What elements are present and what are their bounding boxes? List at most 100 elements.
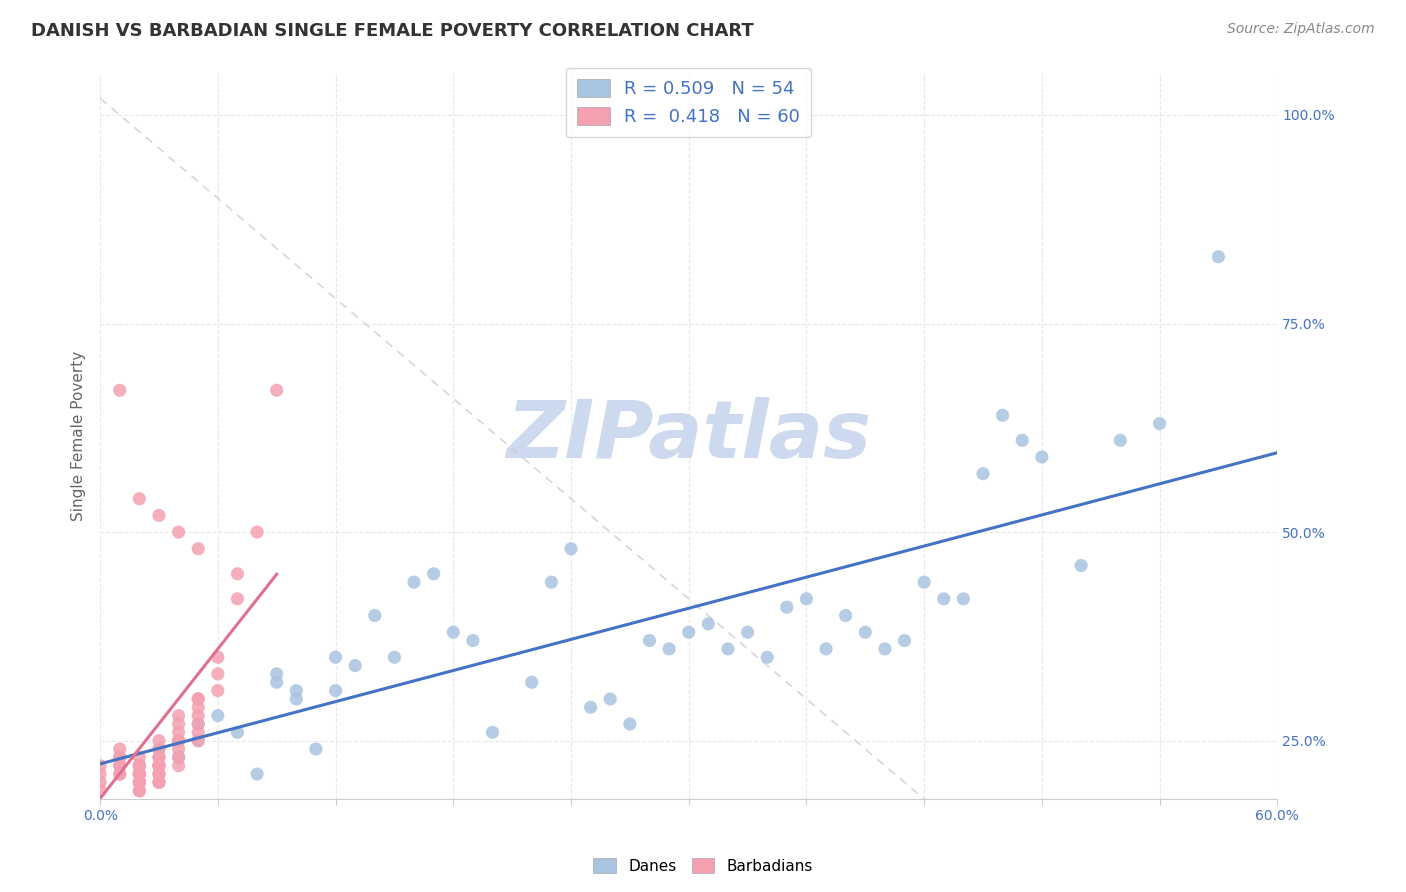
Point [893,633,915,648]
Point [167,708,190,723]
Point [148,742,170,756]
Text: Source: ZipAtlas.com: Source: ZipAtlas.com [1227,22,1375,37]
Point [167,750,190,764]
Point [167,717,190,731]
Point [148,733,170,747]
Point [246,767,269,781]
Point [207,683,229,698]
Point [148,758,170,772]
Point [834,608,856,623]
Point [128,767,150,781]
Point [187,733,209,747]
Point [776,600,799,615]
Point [579,700,602,714]
Point [148,508,170,523]
Point [128,750,150,764]
Point [266,667,288,681]
Point [187,733,209,747]
Point [912,575,935,590]
Point [815,641,838,656]
Point [108,758,131,772]
Point [1149,417,1171,431]
Point [148,758,170,772]
Point [932,591,955,606]
Point [148,775,170,789]
Point [796,591,818,606]
Point [187,717,209,731]
Text: DANISH VS BARBADIAN SINGLE FEMALE POVERTY CORRELATION CHART: DANISH VS BARBADIAN SINGLE FEMALE POVERT… [31,22,754,40]
Point [187,700,209,714]
Point [285,692,308,706]
Point [89,758,111,772]
Point [638,633,661,648]
Point [266,675,288,690]
Text: ZIPatlas: ZIPatlas [506,397,872,475]
Point [422,566,444,581]
Point [972,467,994,481]
Point [167,758,190,772]
Point [187,717,209,731]
Point [697,616,720,631]
Point [128,783,150,797]
Point [108,767,131,781]
Point [560,541,582,556]
Point [599,692,621,706]
Point [89,767,111,781]
Point [167,750,190,764]
Point [167,525,190,540]
Point [89,775,111,789]
Point [128,767,150,781]
Point [540,575,562,590]
Point [344,658,367,673]
Point [520,675,543,690]
Point [128,758,150,772]
Point [108,750,131,764]
Point [148,758,170,772]
Point [207,667,229,681]
Point [108,758,131,772]
Point [128,758,150,772]
Point [325,683,347,698]
Point [207,650,229,665]
Point [148,742,170,756]
Point [148,767,170,781]
Point [873,641,896,656]
Point [226,591,249,606]
Point [108,767,131,781]
Point [853,625,876,640]
Legend: R = 0.509   N = 54, R =  0.418   N = 60: R = 0.509 N = 54, R = 0.418 N = 60 [567,68,811,137]
Point [246,525,269,540]
Point [187,541,209,556]
Y-axis label: Single Female Poverty: Single Female Poverty [72,351,86,521]
Point [717,641,740,656]
Point [128,491,150,506]
Point [148,767,170,781]
Point [167,733,190,747]
Point [187,708,209,723]
Point [756,650,779,665]
Point [305,742,328,756]
Point [461,633,484,648]
Point [364,608,387,623]
Point [226,725,249,739]
Point [128,767,150,781]
Point [108,750,131,764]
Point [481,725,503,739]
Point [148,750,170,764]
Point [1031,450,1053,464]
Point [167,733,190,747]
Point [128,775,150,789]
Point [108,742,131,756]
Point [187,692,209,706]
Point [89,783,111,797]
Point [148,775,170,789]
Point [128,775,150,789]
Point [1070,558,1092,573]
Point [1208,250,1230,264]
Point [167,742,190,756]
Point [148,758,170,772]
Point [325,650,347,665]
Point [441,625,464,640]
Point [402,575,425,590]
Point [207,708,229,723]
